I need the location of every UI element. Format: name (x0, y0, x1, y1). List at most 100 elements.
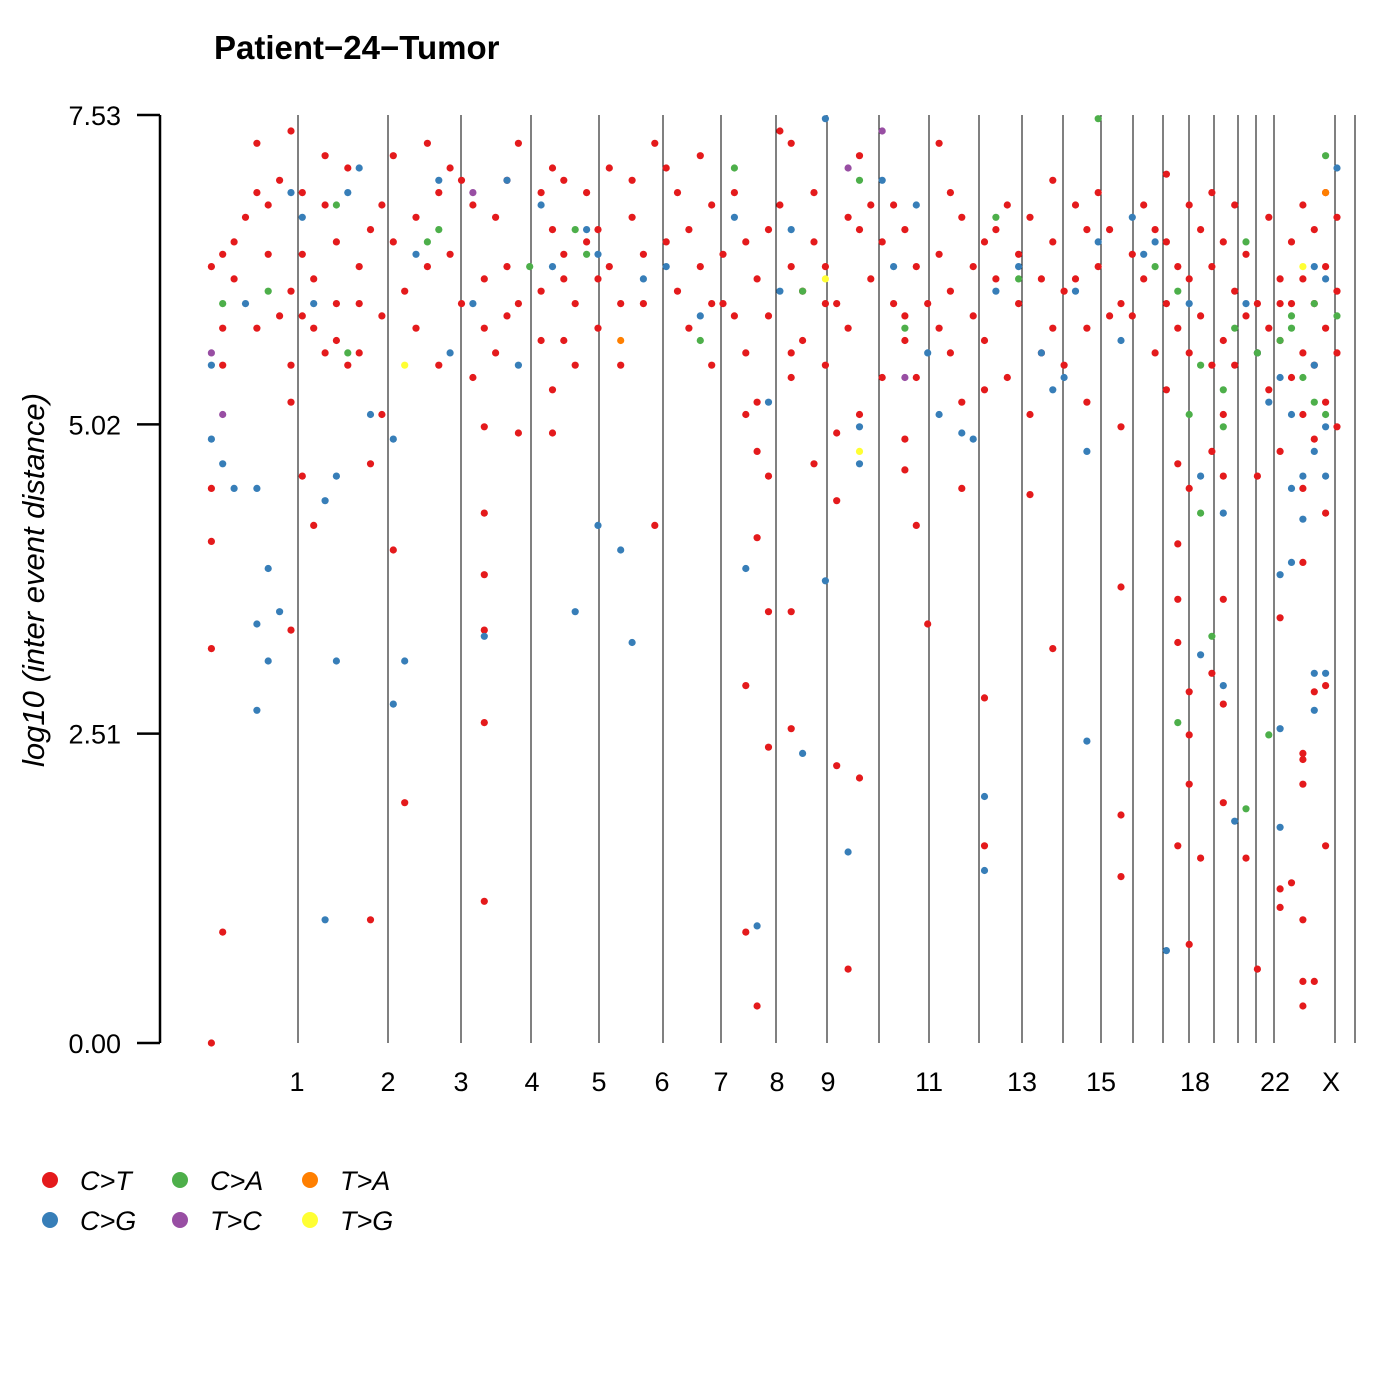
point-ctot (1265, 386, 1273, 394)
point-ctog (1310, 669, 1318, 677)
point-ctot (764, 743, 773, 751)
point-ctot (1094, 189, 1102, 197)
point-ctog (230, 484, 238, 492)
point-ctog (207, 361, 215, 369)
point-ctot (1333, 423, 1341, 431)
point-ctot (742, 238, 750, 246)
point-ctot (1197, 312, 1205, 320)
chromosome-label: 22 (1260, 1067, 1290, 1097)
point-ctot (1106, 226, 1114, 234)
point-ctot (548, 429, 557, 437)
point-ctot (662, 238, 670, 246)
point-ctog (389, 700, 397, 708)
point-ctot (1208, 447, 1216, 455)
point-ctot (980, 694, 989, 702)
point-ctoa (526, 263, 534, 271)
point-ctot (958, 484, 966, 492)
point-ctog (583, 226, 591, 234)
point-ctot (1049, 238, 1057, 246)
point-ctot (332, 336, 340, 345)
point-ctoa (1242, 238, 1250, 246)
point-ctot (537, 336, 545, 345)
point-ctot (946, 189, 955, 197)
point-ctot (969, 263, 977, 271)
point-ctot (548, 386, 557, 394)
point-ctot (321, 349, 329, 357)
chromosome-label: 13 (1007, 1067, 1037, 1097)
point-ctoa (1185, 410, 1193, 419)
point-ctog (321, 497, 329, 505)
point-ctot (469, 373, 477, 382)
point-ctot (1310, 435, 1318, 443)
point-ctoa (855, 176, 864, 184)
point-ctot (1174, 595, 1182, 603)
point-ctog (1242, 300, 1250, 308)
point-ctot (1151, 226, 1159, 234)
point-ctot (1276, 885, 1284, 893)
point-ctot (1219, 238, 1227, 246)
point-ctog (1219, 682, 1227, 690)
point-ctoa (1174, 287, 1182, 295)
point-ctot (912, 521, 920, 530)
point-ttog (821, 275, 830, 283)
point-ctog (1333, 164, 1341, 172)
point-ctog (958, 429, 966, 437)
point-ctog (571, 608, 579, 616)
point-ctot (901, 435, 909, 443)
point-ctot (1026, 491, 1034, 499)
point-ctot (344, 164, 352, 172)
point-ctot (787, 263, 795, 271)
point-ctoa (1287, 324, 1296, 332)
point-ctot (901, 466, 909, 474)
point-ctot (253, 139, 261, 147)
point-ctog (264, 564, 272, 573)
point-ctot (1185, 275, 1193, 283)
point-ctot (310, 521, 318, 530)
point-ctot (764, 226, 773, 234)
chromosome-label: 6 (654, 1067, 669, 1097)
point-ctog (992, 287, 1000, 295)
point-ctot (662, 164, 670, 172)
point-ctot (787, 349, 795, 357)
point-ctot (1185, 688, 1193, 696)
point-ctot (855, 410, 864, 419)
point-ctot (321, 201, 329, 209)
point-ctot (980, 842, 989, 850)
chromosome-label: X (1322, 1067, 1340, 1097)
point-ctoa (1208, 632, 1216, 640)
point-ctot (514, 139, 523, 147)
point-ctot (753, 1002, 761, 1010)
point-ctot (890, 201, 898, 209)
point-ctog (264, 657, 272, 665)
point-ctog (207, 435, 215, 443)
point-ctog (799, 749, 807, 758)
point-ctot (423, 139, 431, 147)
point-ctot (1219, 336, 1227, 345)
point-ctot (480, 719, 488, 727)
point-ctot (1299, 977, 1307, 986)
point-ctot (1322, 398, 1330, 406)
point-ctoa (1151, 263, 1159, 271)
point-ctot (401, 287, 409, 295)
point-ctoa (219, 300, 227, 308)
point-ctot (935, 324, 943, 332)
point-ctot (1117, 300, 1125, 308)
chromosome-label: 18 (1180, 1067, 1210, 1097)
legend-label: T>C (210, 1206, 262, 1236)
point-ctot (1231, 287, 1239, 295)
point-ctog (1310, 706, 1318, 714)
point-ctoa (1197, 509, 1205, 517)
point-ctog (1128, 213, 1136, 221)
legend: C>T C>G C>A T>C T>A T>G (42, 1166, 393, 1236)
point-ctot (708, 361, 716, 369)
point-ctot (253, 189, 261, 197)
point-ctog (435, 176, 443, 184)
point-ctot (912, 263, 920, 271)
point-ctot (1322, 682, 1330, 690)
point-ctoa (1322, 410, 1330, 419)
chromosome-boundaries (297, 115, 1356, 1043)
point-ctot (207, 537, 215, 546)
point-ctot (366, 916, 375, 924)
point-ctot (1299, 916, 1307, 924)
point-ctot (1276, 614, 1284, 622)
